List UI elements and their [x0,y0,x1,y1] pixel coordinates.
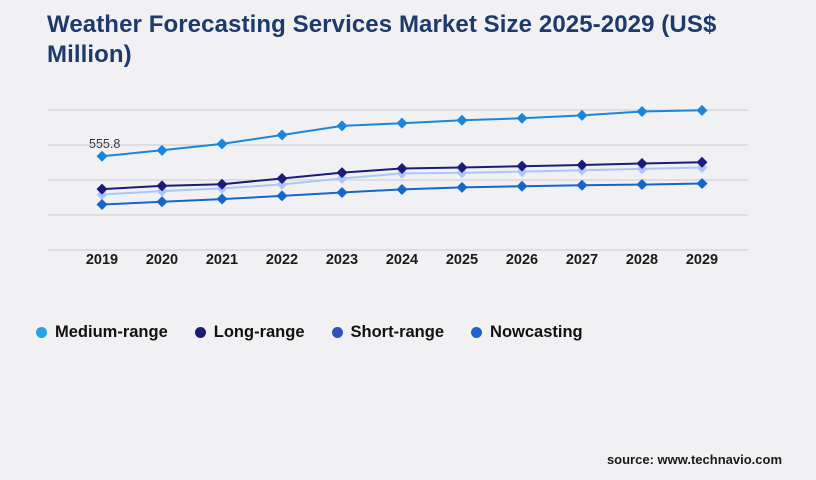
data-point-nowcasting-2025[interactable] [456,181,468,193]
legend-label: Long-range [213,323,305,341]
x-axis-label-2025: 2025 [446,252,478,268]
data-point-medium-range-2019[interactable] [96,150,108,162]
data-point-nowcasting-2027[interactable] [576,179,588,191]
data-point-long-range-2019[interactable] [96,183,108,195]
chart-title: Weather Forecasting Services Market Size… [47,11,717,69]
source-note: source: www.technavio.com [606,452,782,467]
data-point-nowcasting-2021[interactable] [216,193,228,205]
x-axis-label-2023: 2023 [326,252,358,268]
data-point-long-range-2027[interactable] [576,159,588,171]
data-point-nowcasting-2028[interactable] [636,179,648,191]
chart-legend: Medium-range Long-range Short-range Nowcast… [36,323,583,342]
data-point-long-range-2028[interactable] [636,157,648,169]
legend-dot-long-range-icon [194,327,206,338]
legend-item-long-range[interactable]: Long-range [194,323,305,342]
legend-item-short-range[interactable]: Short-range [331,323,445,342]
x-axis-label-2021: 2021 [206,252,238,268]
data-point-short-range-2022[interactable] [276,178,288,190]
data-point-medium-range-2021[interactable] [216,138,228,150]
data-point-nowcasting-2023[interactable] [336,186,348,198]
data-point-nowcasting-2026[interactable] [516,180,528,192]
x-axis-label-2028: 2028 [626,252,658,268]
data-point-nowcasting-2019[interactable] [96,198,108,210]
data-point-long-range-2025[interactable] [456,162,468,174]
legend-dot-short-range-icon [331,327,343,338]
x-axis-label-2019: 2019 [86,252,118,268]
x-axis-label-2026: 2026 [506,252,538,268]
data-point-long-range-2024[interactable] [396,163,408,175]
data-point-nowcasting-2024[interactable] [396,183,408,195]
data-point-nowcasting-2022[interactable] [276,190,288,202]
legend-dot-medium-range-icon [36,327,47,338]
data-point-nowcasting-2020[interactable] [156,196,168,208]
data-point-medium-range-2022[interactable] [276,129,288,141]
legend-label: Short-range [350,323,445,341]
data-point-medium-range-2027[interactable] [576,109,588,121]
x-axis-label-2022: 2022 [266,252,298,268]
legend-item-nowcasting[interactable]: Nowcasting [471,323,583,342]
series-line-medium-range [101,109,703,158]
data-point-long-range-2026[interactable] [516,160,528,172]
data-point-short-range-2023[interactable] [336,172,348,184]
data-point-long-range-2023[interactable] [336,167,348,179]
data-point-medium-range-2025[interactable] [456,114,468,126]
chart-canvas: 555.8 2019 2020 2021 2022 2023 2024 2025 2026 202… [48,104,748,268]
legend-dot-nowcasting-icon [471,327,483,338]
data-point-long-range-2022[interactable] [276,172,288,184]
data-point-medium-range-2028[interactable] [636,106,648,118]
x-axis-label-2020: 2020 [146,252,178,268]
data-point-nowcasting-2029[interactable] [696,178,708,190]
data-point-medium-range-2029[interactable] [696,104,708,116]
x-axis-label-2024: 2024 [386,252,418,268]
data-point-medium-range-2020[interactable] [156,144,168,156]
legend-label: Medium-range [55,323,168,341]
legend-item-medium-range[interactable]: Medium-range [36,323,168,342]
data-point-long-range-2029[interactable] [696,156,708,168]
data-point-long-range-2021[interactable] [216,178,228,190]
data-point-medium-range-2026[interactable] [516,112,528,124]
data-label: 555.8 [89,137,120,151]
data-point-medium-range-2023[interactable] [336,120,348,132]
legend-label: Nowcasting [490,323,583,341]
data-point-long-range-2020[interactable] [156,180,168,192]
x-axis-label-2029: 2029 [686,252,718,268]
x-axis-label-2027: 2027 [566,252,598,268]
data-point-medium-range-2024[interactable] [396,117,408,129]
